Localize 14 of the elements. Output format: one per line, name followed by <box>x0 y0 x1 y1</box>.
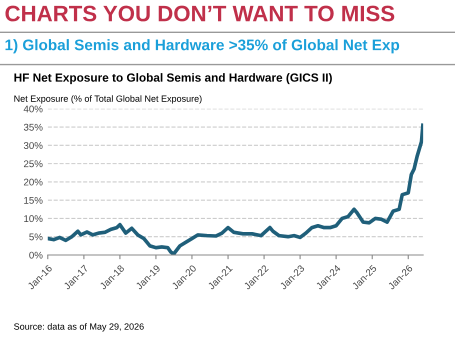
y-tick-label: 25% <box>24 160 43 168</box>
y-tick-label: 10% <box>24 215 43 222</box>
y-tick-label: 5% <box>29 234 43 240</box>
chart-subtitle: 1) Global Semis and Hardware >35% of Global Net Exp <box>6 39 400 54</box>
chart-title: CHARTS YOU DON’T WANT TO MISS <box>5 6 394 22</box>
text: HF Net Exposure to Global Semis and Hardware (GICS II) <box>14 73 332 84</box>
y-tick-label: 35% <box>24 124 43 131</box>
y-tick-label: 40% <box>24 106 43 112</box>
y-tick-label: 0% <box>29 252 43 259</box>
y-axis-title: Net Exposure (% of Total Global Net Exposure) <box>14 95 202 104</box>
y-tick-label: 30% <box>24 142 43 149</box>
source-note: Source: data as of May 29, 2026 <box>14 323 144 332</box>
y-tick-label: 20% <box>24 178 43 186</box>
y-tick-label: 15% <box>24 196 43 204</box>
